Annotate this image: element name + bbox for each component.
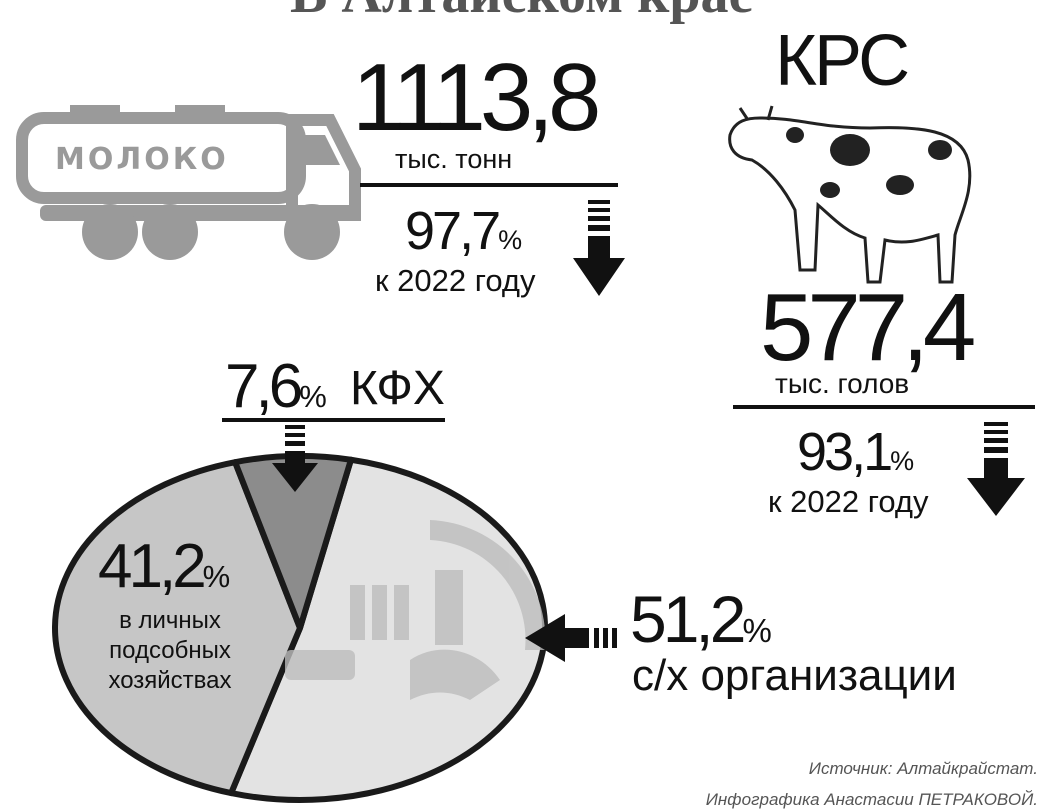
cattle-change: 93,1% — [797, 425, 914, 479]
milk-change: 97,7% — [405, 204, 522, 258]
cattle-value: 577,4 — [760, 280, 970, 376]
cow-illustration — [730, 106, 970, 282]
title: В Алтайском крае — [290, 0, 753, 26]
cattle-change-note: к 2022 году — [768, 486, 929, 517]
page: В Алтайском крае МОЛОКО 1113,8 тыс. тонн… — [0, 0, 1043, 804]
category-label: с/х организации — [632, 654, 957, 698]
divider — [360, 183, 618, 187]
category-label: в личных подсобных хозяйствах — [85, 606, 255, 696]
credit: Инфографика Анастасии ПЕТРАКОВОЙ. — [706, 791, 1038, 808]
milk-truck — [22, 105, 360, 260]
value-label: 7,6% — [225, 356, 327, 418]
source: Источник: Алтайкрайстат. — [809, 760, 1038, 777]
cattle-title: КРС — [775, 25, 907, 97]
truck-label: МОЛОКО — [55, 142, 229, 177]
cattle-unit: тыс. голов — [775, 370, 909, 398]
divider — [733, 405, 1035, 409]
down-arrow — [967, 422, 1025, 516]
value-label: 41,2% — [98, 536, 230, 598]
category-label: КФХ — [350, 365, 445, 413]
milk-value: 1113,8 — [352, 50, 595, 146]
down-arrow — [573, 200, 625, 296]
value-label: 51,2% — [630, 586, 772, 652]
milk-unit: тыс. тонн — [395, 146, 512, 173]
milk-change-note: к 2022 году — [375, 265, 536, 296]
